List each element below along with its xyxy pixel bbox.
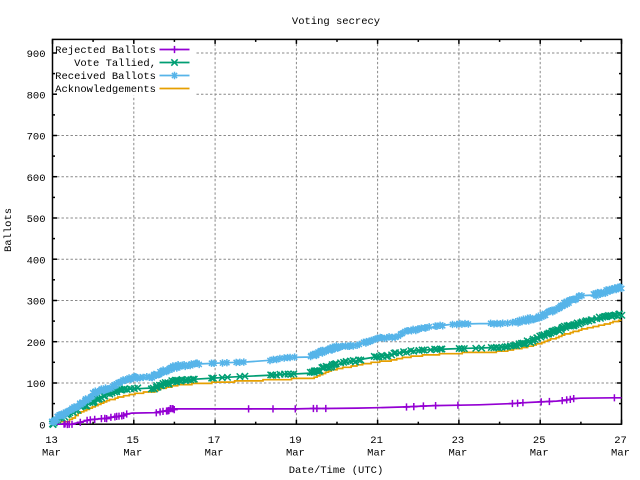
- svg-text:Mar: Mar: [286, 448, 305, 460]
- svg-text:Mar: Mar: [611, 448, 630, 460]
- svg-text:Mar: Mar: [123, 448, 142, 460]
- svg-text:17: 17: [208, 435, 221, 447]
- svg-text:100: 100: [27, 379, 46, 391]
- svg-text:15: 15: [126, 435, 139, 447]
- svg-text:Rejected Ballots: Rejected Ballots: [55, 45, 156, 57]
- svg-text:Voting secrecy: Voting secrecy: [292, 16, 380, 28]
- svg-text:700: 700: [27, 132, 46, 144]
- svg-text:Vote Tallied,: Vote Tallied,: [74, 58, 156, 70]
- svg-text:27: 27: [614, 435, 627, 447]
- svg-text:200: 200: [27, 338, 46, 350]
- svg-text:Received Ballots: Received Ballots: [55, 71, 156, 83]
- svg-text:21: 21: [370, 435, 383, 447]
- svg-text:300: 300: [27, 297, 46, 309]
- svg-text:Acknowledgements: Acknowledgements: [55, 84, 156, 96]
- svg-text:Mar: Mar: [530, 448, 549, 460]
- svg-text:13: 13: [45, 435, 58, 447]
- svg-text:600: 600: [27, 173, 46, 185]
- svg-text:Mar: Mar: [367, 448, 386, 460]
- svg-text:800: 800: [27, 90, 46, 102]
- svg-text:23: 23: [452, 435, 465, 447]
- svg-text:900: 900: [27, 49, 46, 61]
- svg-text:Mar: Mar: [42, 448, 61, 460]
- svg-text:Mar: Mar: [448, 448, 467, 460]
- svg-text:0: 0: [39, 420, 45, 432]
- svg-text:25: 25: [533, 435, 546, 447]
- svg-text:500: 500: [27, 214, 46, 226]
- svg-text:Mar: Mar: [205, 448, 224, 460]
- svg-text:Date/Time (UTC): Date/Time (UTC): [289, 465, 384, 477]
- svg-text:400: 400: [27, 255, 46, 267]
- svg-text:19: 19: [289, 435, 302, 447]
- svg-text:Ballots: Ballots: [3, 208, 15, 252]
